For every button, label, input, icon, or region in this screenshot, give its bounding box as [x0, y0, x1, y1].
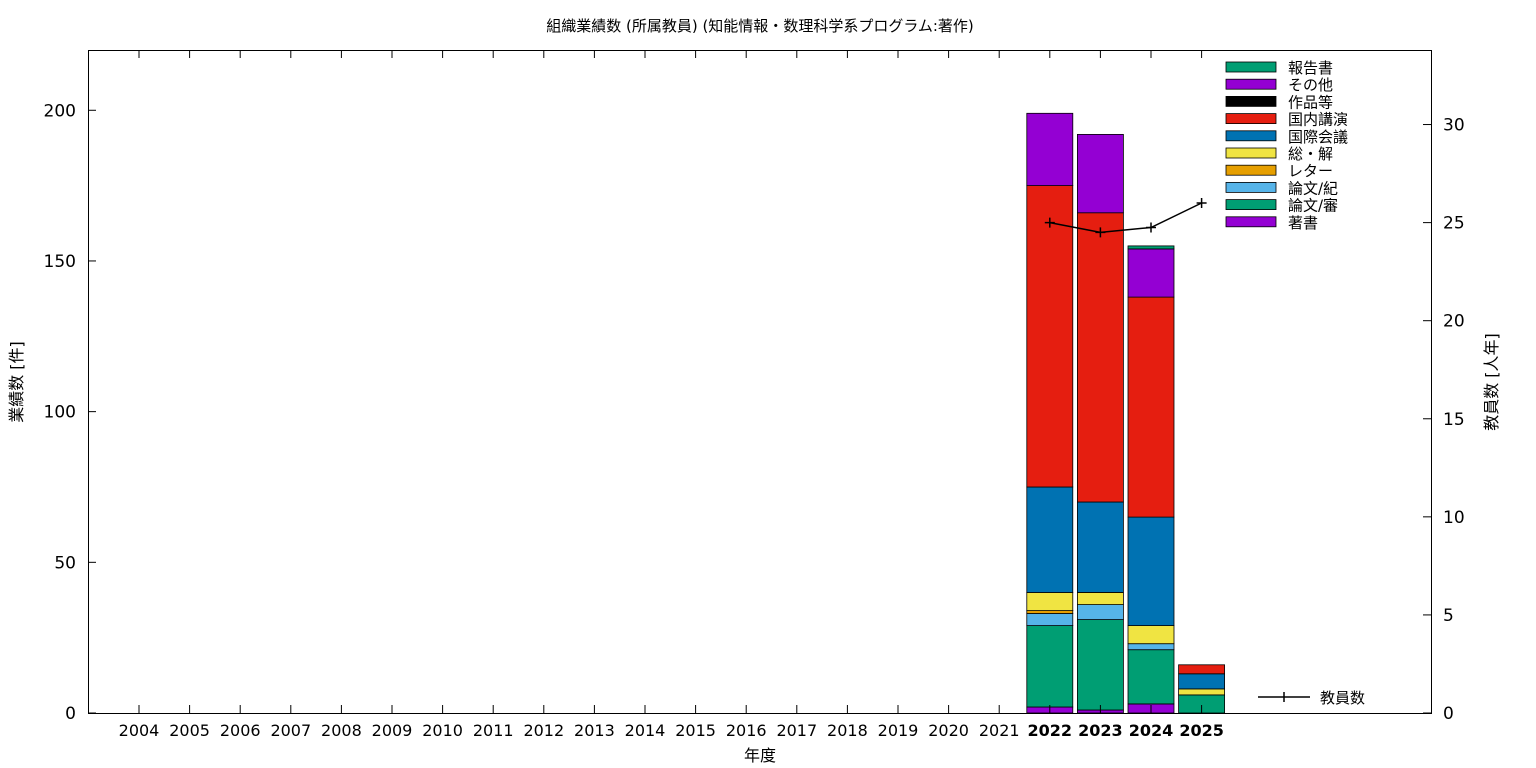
x-tick-label-2004: 2004	[119, 721, 160, 740]
x-tick-label-2012: 2012	[523, 721, 564, 740]
legend-label: 報告書	[1288, 59, 1333, 77]
x-tick-label-2019: 2019	[878, 721, 919, 740]
plot-frame	[88, 50, 1432, 714]
x-tick-label-2010: 2010	[422, 721, 463, 740]
y-tick-label: 50	[54, 553, 76, 573]
chart-title: 組織業績数 (所属教員) (知能情報・数理科学系プログラム:著作)	[546, 17, 974, 35]
legend-label: レター	[1288, 162, 1333, 180]
legend-label: 国内講演	[1288, 111, 1348, 129]
bar-2025-series-4	[1178, 688, 1225, 696]
x-tick-label-2011: 2011	[473, 721, 514, 740]
bar-2023-series-4	[1077, 592, 1124, 606]
bar-2022-series-5	[1026, 486, 1074, 593]
y2-tick-label: 5	[1443, 606, 1454, 626]
y2-tick-label: 0	[1443, 704, 1454, 724]
y-tick-label: 0	[65, 704, 76, 724]
legend-label: 作品等	[1288, 93, 1333, 111]
bar-2024-series-2	[1127, 643, 1175, 651]
bar-2024-series-8	[1127, 248, 1175, 298]
legend-swatch	[1225, 61, 1277, 73]
bar-2024-series-4	[1127, 625, 1175, 645]
y2-tick-label: 10	[1443, 508, 1465, 528]
bar-2023-series-8	[1077, 133, 1124, 214]
legend-swatch	[1225, 78, 1277, 90]
bar-2022-series-8	[1026, 112, 1074, 187]
line-layer	[1044, 198, 1207, 238]
legend-label: 国際会議	[1288, 128, 1348, 146]
x-tick-label-2025: 2025	[1179, 721, 1224, 740]
legend-swatch	[1225, 199, 1277, 211]
line-point-2023	[1095, 227, 1106, 238]
bars-layer	[1026, 112, 1225, 714]
legend-swatch	[1225, 96, 1277, 107]
x-tick-label-2009: 2009	[372, 721, 413, 740]
bar-2025-series-5	[1178, 673, 1225, 690]
x-tick-label-2006: 2006	[220, 721, 261, 740]
line-point-2022	[1044, 217, 1055, 228]
bar-2022-series-4	[1026, 592, 1074, 612]
bar-2024-series-1	[1127, 649, 1175, 705]
y-tick-label: 100	[44, 403, 76, 423]
bar-2024-series-6	[1127, 296, 1175, 518]
legend-swatch	[1225, 164, 1277, 176]
line-point-2024	[1146, 222, 1156, 233]
legend-label: 著書	[1288, 214, 1318, 232]
legend-swatch	[1225, 130, 1277, 142]
bar-2023-series-1	[1077, 619, 1124, 711]
y2-tick-label: 25	[1443, 214, 1465, 234]
x-tick-label-2005: 2005	[169, 721, 210, 740]
x-tick-label-2023: 2023	[1078, 721, 1123, 740]
x-tick-label-2024: 2024	[1129, 721, 1174, 740]
x-tick-label-2007: 2007	[270, 721, 311, 740]
y2-tick-label: 15	[1443, 410, 1465, 430]
legend-swatch	[1225, 113, 1277, 124]
y-tick-label: 200	[44, 101, 76, 121]
x-tick-label-2020: 2020	[928, 721, 969, 740]
bar-2023-series-6	[1077, 212, 1124, 503]
legend-label: その他	[1288, 76, 1333, 94]
line-point-2025	[1196, 198, 1207, 208]
legend-label-teachers: 教員数	[1320, 689, 1365, 707]
legend-label: 総・解	[1288, 145, 1333, 163]
y-tick-label: 150	[44, 252, 76, 272]
x-tick-label-2018: 2018	[827, 721, 868, 740]
bar-2022-series-2	[1026, 613, 1074, 627]
x-tick-label-2013: 2013	[574, 721, 615, 740]
bar-2025-series-6	[1178, 664, 1225, 675]
x-tick-label-2015: 2015	[675, 721, 716, 740]
x-tick-label-2021: 2021	[979, 721, 1020, 740]
bar-2022-series-1	[1026, 625, 1074, 708]
legend-label: 論文/審	[1288, 197, 1338, 215]
y-axis-label: 業績数 [件]	[7, 341, 26, 423]
y2-axis-label: 教員数 [人年]	[1482, 333, 1501, 431]
bar-2024-series-9	[1127, 245, 1175, 250]
bar-2022-series-6	[1026, 185, 1074, 488]
x-tick-label-2017: 2017	[776, 721, 817, 740]
x-tick-label-2008: 2008	[321, 721, 362, 740]
legend-swatch	[1225, 147, 1277, 159]
legend-label: 論文/紀	[1288, 179, 1338, 197]
x-tick-label-2022: 2022	[1028, 721, 1073, 740]
line-teachers	[1049, 202, 1202, 234]
bar-2023-series-5	[1077, 501, 1124, 593]
bar-2024-series-5	[1127, 516, 1175, 626]
x-tick-label-2016: 2016	[726, 721, 767, 740]
y2-tick-label: 30	[1443, 116, 1465, 136]
legend-swatch	[1225, 216, 1277, 228]
bar-2023-series-2	[1077, 604, 1124, 621]
legend-swatch	[1225, 181, 1277, 193]
x-axis-label: 年度	[744, 746, 776, 765]
x-tick-label-2014: 2014	[625, 721, 666, 740]
y2-tick-label: 20	[1443, 312, 1465, 332]
